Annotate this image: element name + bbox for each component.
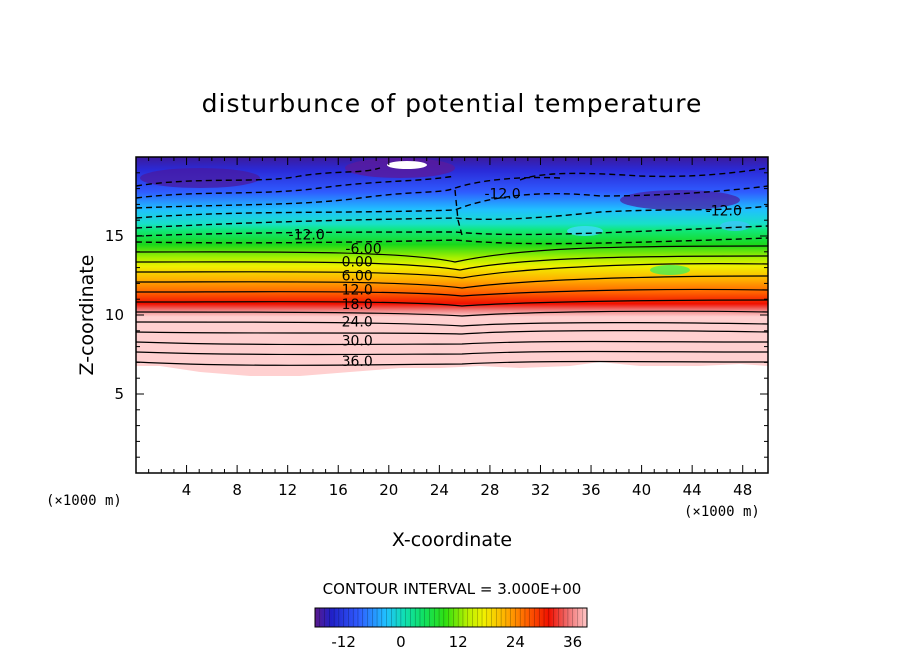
x-tick-label: 20 — [379, 481, 398, 499]
x-tick-label: 40 — [632, 481, 651, 499]
y-axis-label: Z-coordinate — [76, 255, 98, 376]
positive-contours — [136, 245, 768, 366]
negative-contours — [136, 167, 768, 245]
y-tick-labels: 5 10 15 — [105, 227, 124, 403]
x-tick-label: 16 — [329, 481, 348, 499]
contour-label: 36.0 — [342, 354, 373, 370]
x-origin-unit: (×1000 m) — [46, 493, 122, 509]
x-tick-label: 28 — [480, 481, 499, 499]
contour-label: -12.0 — [706, 204, 742, 220]
dark-patch — [620, 190, 740, 210]
contour-label: -6.00 — [345, 242, 381, 258]
colorbar-segments — [314, 608, 588, 627]
contour-label: -12.0 — [289, 227, 325, 243]
x-axis-unit: (×1000 m) — [684, 504, 760, 520]
colorbar-tick-labels: -12 0 12 24 36 — [331, 633, 582, 651]
contour-label: 24.0 — [342, 314, 373, 330]
x-tick-label: 8 — [232, 481, 242, 499]
contour-label: -12.0 — [484, 186, 520, 202]
contour-labels: 36.0 30.0 24.018.012.06.000.00-6.00 -12.0 -1… — [289, 186, 742, 369]
x-tick-label: 44 — [683, 481, 702, 499]
x-tick-label: 32 — [531, 481, 550, 499]
colorbar-tick-label: 36 — [563, 633, 582, 651]
contour-label: 18.0 — [342, 297, 373, 313]
colorbar-tick-label: -12 — [331, 633, 356, 651]
y-tick-label: 15 — [105, 227, 124, 245]
cyan-patch — [720, 221, 750, 231]
white-patch — [387, 161, 427, 169]
contour-label: 12.0 — [342, 283, 373, 299]
y-tick-label: 5 — [114, 385, 124, 403]
colorbar-tick-label: 12 — [449, 633, 468, 651]
contour-label: 30.0 — [342, 333, 373, 349]
cyan-patch — [567, 226, 603, 236]
green-patch — [650, 265, 690, 275]
contour-interval-note: CONTOUR INTERVAL = 3.000E+00 — [323, 580, 582, 598]
dark-patch — [140, 168, 260, 188]
colorbar-tick-label: 0 — [396, 633, 406, 651]
contour-label: 0.00 — [342, 254, 373, 270]
plot-area: 36.0 30.0 24.018.012.06.000.00-6.00 -12.0 -1… — [136, 157, 768, 376]
chart-title: disturbunce of potential temperature — [202, 89, 703, 118]
colorbar — [314, 607, 588, 628]
colorbar-tick-label: 24 — [506, 633, 525, 651]
x-tick-label: 4 — [182, 481, 192, 499]
contour-label: 6.00 — [342, 269, 373, 285]
axis-ticks — [135, 156, 769, 474]
x-tick-label: 24 — [430, 481, 449, 499]
x-tick-label: 12 — [278, 481, 297, 499]
x-tick-labels: 4 8 12 16 20 24 28 32 36 40 44 48 — [182, 481, 752, 499]
y-tick-label: 10 — [105, 306, 124, 324]
x-axis-label: X-coordinate — [392, 529, 512, 551]
x-tick-label: 48 — [733, 481, 752, 499]
x-tick-label: 36 — [581, 481, 600, 499]
